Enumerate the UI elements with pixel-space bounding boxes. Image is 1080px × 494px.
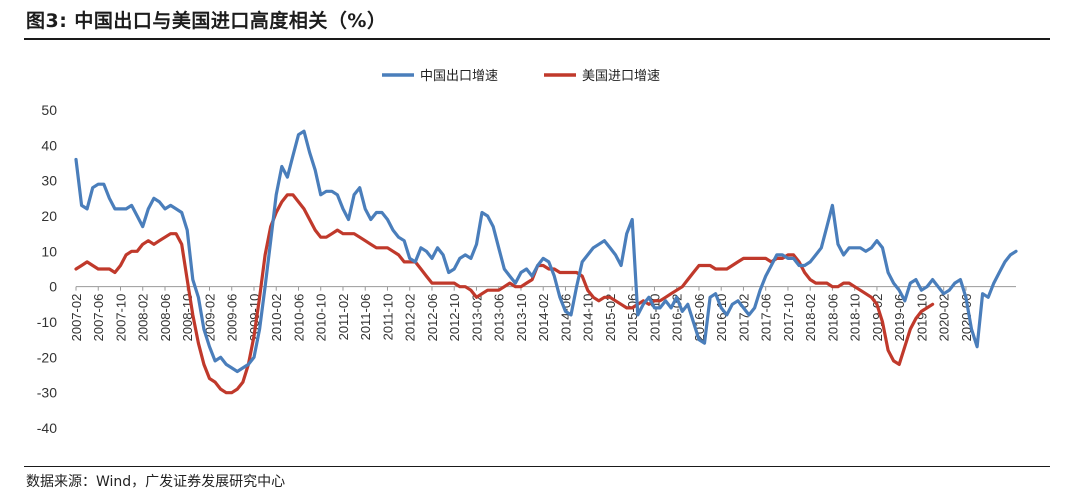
- x-axis: 2007-02 2007-06 2007-10 2008-02 2008-06 2008-…: [69, 286, 974, 342]
- bottom-divider: [24, 466, 1050, 467]
- china-export-growth-line: [74, 129, 1018, 374]
- x-tick-label: 2009-02: [202, 294, 217, 342]
- x-tick-label: 2011-06: [358, 294, 373, 341]
- x-tick-label: 2013-10: [514, 294, 529, 342]
- data-source-note: 数据来源：Wind，广发证券发展研究中心: [26, 474, 286, 490]
- x-tick-label: 2014-02: [536, 294, 551, 342]
- x-tick-label: 2020-02: [937, 294, 952, 342]
- x-tick-label: 2011-02: [336, 294, 351, 341]
- x-tick-label: 2008-02: [136, 294, 151, 342]
- y-tick-label: 30: [41, 173, 57, 189]
- x-tick-label: 2017-10: [781, 294, 796, 342]
- x-tick-label: 2018-06: [825, 294, 840, 342]
- x-tick-label: 2014-10: [581, 294, 596, 342]
- y-tick-label: 50: [41, 102, 57, 118]
- x-tick-label: 2010-06: [291, 294, 306, 342]
- x-tick-label: 2017-06: [759, 294, 774, 342]
- y-tick-label: -40: [37, 420, 57, 436]
- x-tick-label: 2018-02: [803, 294, 818, 342]
- y-tick-label: -20: [37, 349, 57, 365]
- x-tick-label: 2016-10: [714, 294, 729, 342]
- y-tick-label: 20: [41, 208, 57, 224]
- x-tick-label: 2009-06: [225, 294, 240, 342]
- x-tick-label: 2011-10: [380, 294, 395, 341]
- us-import-growth-line: [74, 193, 935, 395]
- x-tick-label: 2019-02: [870, 294, 885, 342]
- series-lines: [74, 129, 1018, 395]
- legend-us-import-label: 美国进口增速: [582, 69, 660, 84]
- x-tick-label: 2019-06: [892, 294, 907, 342]
- x-tick-label: 2010-10: [314, 294, 329, 342]
- x-tick-label: 2012-02: [403, 294, 418, 342]
- x-tick-label: 2015-02: [603, 294, 618, 342]
- top-divider: [24, 38, 1050, 40]
- x-tick-label: 2010-02: [269, 294, 284, 342]
- x-tick-label: 2015-10: [647, 294, 662, 342]
- x-tick-label: 2012-06: [425, 294, 440, 342]
- y-tick-label: 0: [49, 279, 57, 295]
- y-tick-label: -30: [37, 385, 57, 401]
- y-tick-label: 10: [41, 243, 57, 259]
- legend-china-export-label: 中国出口增速: [420, 69, 498, 84]
- x-tick-label: 2007-02: [69, 294, 84, 342]
- y-axis: 50 40 30 20 10 0 -10 -20 -30 -40: [37, 102, 1016, 436]
- x-tick-label: 2013-06: [492, 294, 507, 342]
- x-tick-label: 2012-10: [447, 294, 462, 342]
- x-tick-label: 2013-02: [469, 294, 484, 342]
- x-tick-label: 2008-06: [158, 294, 173, 342]
- y-tick-label: -10: [37, 314, 57, 330]
- x-tick-label: 2007-06: [91, 294, 106, 342]
- y-tick-label: 40: [41, 137, 57, 153]
- chart-title: 图3: 中国出口与美国进口高度相关（%）: [26, 10, 387, 32]
- chart-legend: 中国出口增速 美国进口增速: [382, 69, 660, 84]
- x-tick-label: 2018-10: [848, 294, 863, 342]
- x-tick-label: 2019-10: [914, 294, 929, 342]
- x-tick-label: 2007-10: [113, 294, 128, 342]
